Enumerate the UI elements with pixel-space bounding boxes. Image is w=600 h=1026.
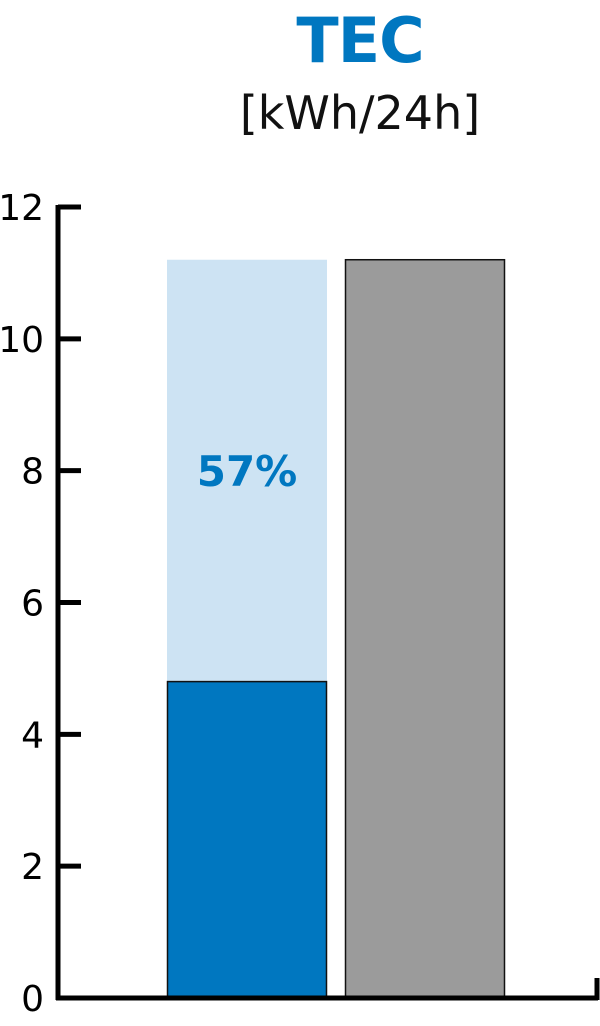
- y-tick-label: 0: [21, 979, 44, 1020]
- bar: [166, 680, 328, 999]
- y-tick-label: 8: [21, 452, 44, 493]
- unit-label: [kWh/24h]: [239, 86, 481, 140]
- bar-annotation: 57%: [197, 447, 298, 496]
- y-tick-label: 12: [0, 188, 44, 229]
- bar: [344, 258, 506, 999]
- chart-title: TEC: [296, 4, 424, 77]
- y-tick-label: 10: [0, 320, 44, 361]
- y-tick-label: 4: [21, 715, 44, 756]
- y-tick-label: 6: [21, 584, 44, 625]
- y-tick-label: 2: [21, 847, 44, 888]
